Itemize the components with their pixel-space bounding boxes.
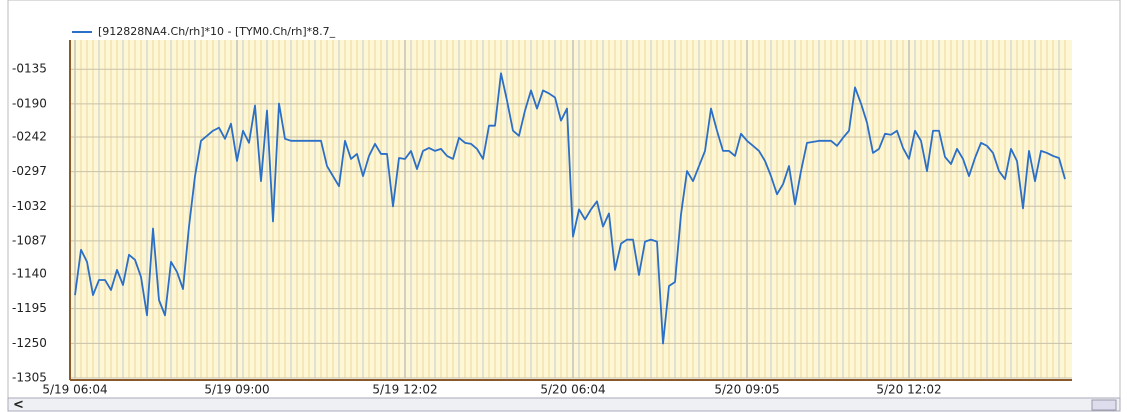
x-tick-label: 5/20 06:04 (540, 383, 605, 397)
x-tick-label: 5/20 09:05 (714, 383, 779, 397)
x-tick-label: 5/19 09:00 (204, 383, 269, 397)
scroll-left[interactable]: < (13, 398, 24, 412)
x-tick-label: 5/19 12:02 (372, 383, 437, 397)
y-tick-label: -1195 (12, 301, 47, 315)
x-tick-label: 5/20 12:02 (876, 383, 941, 397)
x-tick-label: 5/19 06:04 (42, 383, 107, 397)
y-tick-label: -1032 (12, 199, 47, 213)
y-tick-label: -0297 (12, 164, 47, 178)
marks (74, 72, 1066, 345)
series-line (74, 72, 1066, 345)
scrollbar[interactable] (7, 397, 1121, 412)
y-tick-label: -0242 (12, 129, 47, 143)
y-tick-label: -1250 (12, 336, 47, 350)
y-tick-label: -0190 (12, 96, 47, 110)
y-tick-label: -1305 (12, 371, 47, 385)
y-tick-label: -0135 (12, 62, 47, 76)
legend-label: [912828NA4.Ch/rh]*10 - [TYM0.Ch/rh]*8.7_ (98, 25, 336, 38)
y-tick-label: -1140 (12, 267, 47, 281)
grid (70, 40, 1072, 379)
scroll-thumb[interactable] (1091, 399, 1117, 411)
y-tick-label: -1087 (12, 233, 47, 247)
